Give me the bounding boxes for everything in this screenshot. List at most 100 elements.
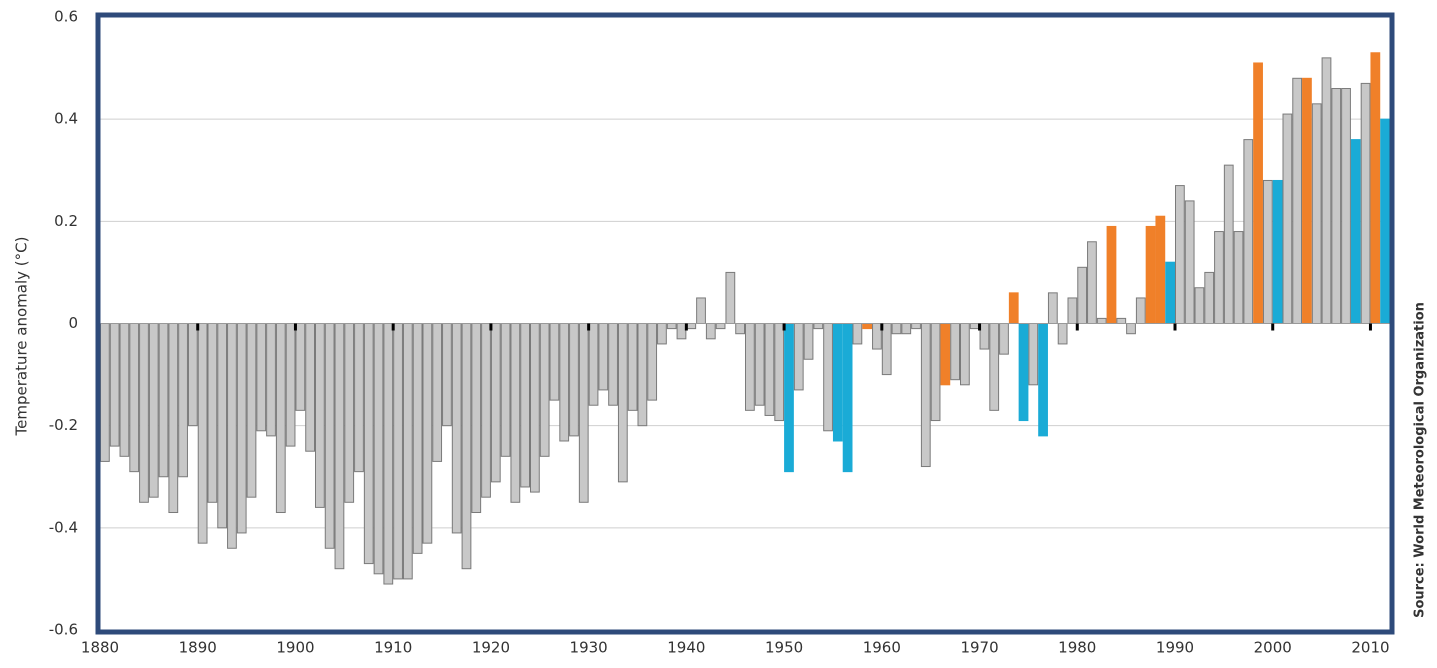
bar bbox=[1302, 77, 1312, 324]
bar bbox=[402, 323, 413, 580]
bar bbox=[1360, 82, 1371, 324]
bar bbox=[940, 323, 951, 386]
bar bbox=[1008, 292, 1019, 325]
bar bbox=[852, 323, 863, 345]
bar bbox=[930, 323, 941, 422]
y-tick-label: 0.2 bbox=[54, 212, 78, 230]
x-tick-label: 1970 bbox=[960, 639, 998, 657]
bar bbox=[236, 323, 247, 534]
bar bbox=[1214, 231, 1224, 324]
bar bbox=[285, 323, 296, 447]
y-tick-label: -0.4 bbox=[49, 518, 78, 536]
bar bbox=[510, 323, 521, 503]
y-tick-label: -0.6 bbox=[49, 621, 78, 639]
bar bbox=[100, 323, 110, 462]
x-tick-label: 1910 bbox=[374, 639, 412, 657]
bar bbox=[109, 323, 120, 447]
bar bbox=[559, 323, 570, 442]
bar bbox=[1175, 185, 1185, 324]
bar bbox=[715, 323, 726, 330]
bar bbox=[363, 323, 374, 565]
bar bbox=[1331, 88, 1342, 325]
bar bbox=[178, 323, 188, 478]
bar bbox=[637, 323, 648, 427]
bar bbox=[1282, 113, 1293, 324]
x-tick-label: 1930 bbox=[570, 639, 608, 657]
bar bbox=[549, 323, 560, 401]
y-axis-label: Temperature anomaly (°C) bbox=[13, 237, 31, 437]
bar bbox=[950, 323, 961, 381]
bar bbox=[530, 323, 540, 493]
bar bbox=[1380, 118, 1391, 324]
bar bbox=[1057, 323, 1068, 345]
bar bbox=[705, 323, 716, 340]
bar bbox=[608, 323, 618, 406]
bar bbox=[1321, 57, 1332, 324]
bar bbox=[598, 323, 609, 391]
bar bbox=[725, 271, 736, 324]
bar bbox=[881, 323, 892, 376]
bar bbox=[969, 323, 980, 330]
bar bbox=[793, 323, 804, 391]
bar bbox=[901, 323, 912, 335]
bar bbox=[1135, 297, 1146, 325]
bar bbox=[823, 323, 833, 432]
bar bbox=[334, 323, 345, 570]
bar bbox=[344, 323, 355, 503]
bar bbox=[1165, 261, 1176, 325]
bar bbox=[324, 323, 335, 549]
bar bbox=[539, 323, 550, 457]
x-tick-label: 1890 bbox=[179, 639, 217, 657]
bar bbox=[227, 323, 237, 549]
bar bbox=[862, 323, 873, 330]
bar bbox=[1018, 323, 1029, 422]
bar bbox=[911, 323, 921, 330]
bar bbox=[168, 323, 179, 514]
bar bbox=[696, 297, 706, 325]
bar bbox=[774, 323, 785, 422]
bar bbox=[412, 323, 423, 554]
plot-frame bbox=[95, 12, 1395, 635]
bar bbox=[657, 323, 667, 345]
bar bbox=[481, 323, 491, 498]
bar bbox=[1047, 292, 1058, 325]
bar bbox=[1096, 317, 1107, 324]
bar bbox=[891, 323, 902, 335]
bar bbox=[246, 323, 257, 498]
bar bbox=[148, 323, 159, 498]
bar bbox=[305, 323, 315, 452]
bar bbox=[813, 323, 824, 330]
bar bbox=[432, 323, 443, 462]
bar bbox=[461, 323, 472, 570]
x-tick-label: 1920 bbox=[472, 639, 510, 657]
bar bbox=[354, 323, 364, 473]
bar bbox=[256, 323, 267, 432]
x-tick-label: 1950 bbox=[765, 639, 803, 657]
bar bbox=[1126, 323, 1136, 335]
bar bbox=[1262, 179, 1273, 324]
bar bbox=[627, 323, 638, 411]
bar bbox=[451, 323, 462, 534]
bar bbox=[666, 323, 677, 330]
bar bbox=[1087, 241, 1097, 324]
bar bbox=[158, 323, 169, 478]
bar bbox=[500, 323, 511, 457]
bar bbox=[119, 323, 130, 457]
x-tick-label: 2000 bbox=[1254, 639, 1292, 657]
bar bbox=[1292, 77, 1303, 324]
y-tick-label: 0.6 bbox=[54, 8, 78, 26]
y-tick-label: 0 bbox=[68, 314, 78, 332]
bar bbox=[784, 323, 794, 473]
bar bbox=[979, 323, 990, 350]
bar bbox=[197, 323, 208, 544]
x-tick-label: 2010 bbox=[1351, 639, 1389, 657]
bar bbox=[383, 323, 394, 585]
bar bbox=[1253, 62, 1263, 324]
bar bbox=[754, 323, 765, 406]
bar bbox=[617, 323, 628, 483]
bar bbox=[471, 323, 482, 514]
x-tick-label: 1900 bbox=[276, 639, 314, 657]
bar bbox=[129, 323, 140, 473]
bar bbox=[1116, 317, 1127, 324]
